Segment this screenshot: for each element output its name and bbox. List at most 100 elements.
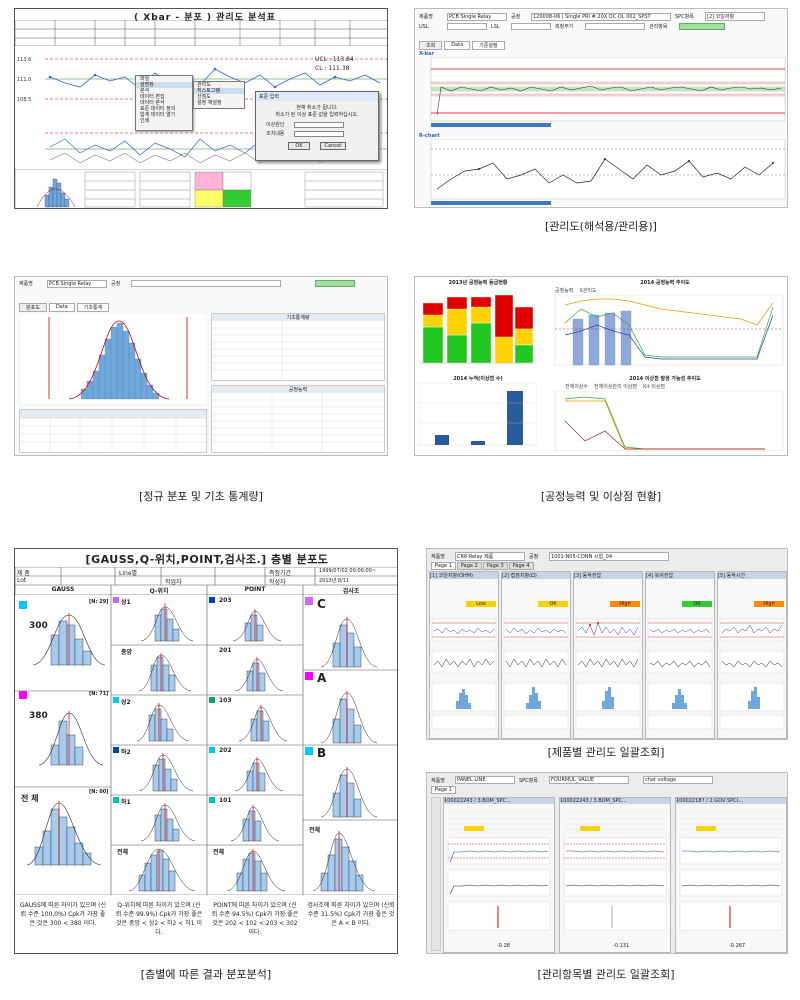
column-header: 검사조	[342, 588, 360, 595]
section-label: R-chart	[419, 133, 440, 139]
tab-standard[interactable]: 기준설정	[472, 41, 505, 50]
xbar-analysis-panel: ( Xbar - 분포 ) 관리도 분석표 113.6 111.0 108.5 UC…	[14, 8, 388, 209]
xbar-bottom-tables	[15, 169, 387, 208]
spec-table	[19, 409, 207, 453]
submenu-item[interactable]: 관리도	[197, 82, 211, 88]
submenu-item[interactable]: 히스토그램	[194, 88, 244, 94]
spc-card[interactable]: 100022187 / 2.GOV SPCI...	[675, 797, 787, 953]
tab-basic-stats[interactable]: 기초통계	[76, 303, 110, 312]
header-key: 관리항목	[649, 24, 668, 30]
card-value: -0.131	[613, 943, 630, 949]
action-input[interactable]	[294, 130, 344, 137]
spc-card[interactable]: [3] 동작전압 High	[573, 571, 643, 739]
cell-label: 101	[219, 797, 232, 804]
menu-item[interactable]: 파일	[140, 76, 150, 82]
spc-item-field[interactable]: FOURMUL_VALUE	[549, 776, 629, 784]
header-cell: 작성자	[269, 579, 286, 586]
cell-label: 전체	[213, 849, 225, 856]
cell-label: 하1	[121, 799, 131, 806]
submenu-item[interactable]: 설정 재설정	[197, 100, 222, 106]
card-title: [1] 코일저항(OHM)	[430, 572, 498, 579]
cell-label: C	[317, 597, 326, 611]
card-status: High	[610, 601, 640, 607]
tab-page-4[interactable]: Page 4	[508, 562, 534, 570]
xbar-control-chart	[430, 57, 786, 127]
item-field[interactable]: chat voltage	[643, 776, 713, 784]
ucl-label: UCL : 113.84	[315, 56, 354, 63]
process-field[interactable]: 120008-06 | Single PRI # 20X OC OL 002_S…	[531, 12, 671, 21]
card-title: 100022187 / 2.GOV SPCI...	[676, 798, 786, 804]
cancel-button[interactable]: Cancel	[320, 142, 346, 150]
spc-card[interactable]: [2] 접점저항(Ω) OK	[501, 571, 571, 739]
cell-label: 전 체	[21, 794, 39, 803]
cell-count: [N: 71]	[89, 691, 109, 697]
status-badge	[679, 23, 725, 30]
tab-page-3[interactable]: Page 3	[482, 562, 508, 570]
spc-card[interactable]: [4] 복귀전압 OK	[645, 571, 715, 739]
conclusion-text: Q-위치에 따른 차이가 있으며 (신뢰 수준 99.9%) Cpk가 가장 좋…	[115, 902, 203, 936]
control-chart-panel: 제품명 PCB Single Relay 공정 120008-06 | Sing…	[414, 8, 788, 208]
card-value: -0.28	[497, 943, 510, 949]
tab-page-2[interactable]: Page 2	[456, 562, 482, 570]
menu-item[interactable]: 합계 데이터 열기	[140, 112, 176, 118]
caption: [관리항목별 관리도 일괄조회]	[537, 968, 675, 981]
svg-text:113.6: 113.6	[17, 57, 31, 63]
period-field[interactable]	[585, 23, 645, 30]
tab-data[interactable]: Data	[48, 303, 75, 312]
cell-label: 하2	[121, 749, 131, 756]
cell-label: 300	[29, 621, 48, 631]
tab-distribution[interactable]: 분포도	[19, 303, 47, 312]
stratified-header-grid	[15, 567, 397, 595]
cause-input[interactable]	[294, 121, 344, 128]
tab-data[interactable]: Data	[444, 41, 471, 50]
spc-card[interactable]: [1] 코일저항(OHM) Low	[429, 571, 499, 739]
product-field[interactable]: CR6 Relay 제품	[455, 552, 525, 561]
standard-input-dialog: 표준 입력 현재 취소가 됩니다. 취소가 된 이상 표준 값을 입력하십시오.…	[255, 91, 379, 161]
menu-item[interactable]: 데이터 분석	[140, 100, 165, 106]
menu-item[interactable]: 인쇄	[140, 118, 150, 124]
tab-query[interactable]: 조회	[419, 41, 443, 50]
anomaly-count-bars	[419, 383, 537, 446]
spc-card[interactable]: 100022243 / 3.BOM_SPC...	[443, 797, 555, 953]
p2-header: 제품명 PCB Single Relay 공정 120008-06 | Sing…	[419, 12, 785, 42]
legend-item: 전체이상수	[565, 384, 589, 390]
header-cell: Lot	[17, 577, 27, 584]
conclusion-text: GAUSS에 따른 차이가 있으며 (신뢰 수준 100.0%) Cpk가 가장…	[20, 902, 106, 927]
tab-page-1[interactable]: Page 1	[431, 786, 456, 794]
context-menu[interactable]: 파일 설명창 분석 데이터 편집 데이터 분석 표준 데이터 정의 합계 데이터…	[135, 75, 193, 131]
cell-label: 202	[219, 747, 232, 754]
submenu-item[interactable]: 산점도	[197, 94, 211, 100]
header-key: SPC항목	[675, 14, 694, 20]
product-field[interactable]: PCB Single Relay	[447, 12, 507, 21]
menu-item[interactable]: 분석	[140, 88, 150, 94]
caption: [층별에 따른 결과 분포분석]	[140, 968, 272, 981]
tab-page-1[interactable]: Page 1	[431, 562, 456, 570]
stats-title: 기초통계량	[212, 314, 384, 321]
ok-button[interactable]: OK	[288, 142, 310, 150]
product-batch-panel: 제품명 CR6 Relay 제품 공정 1001-N05-CONN 시험_04 …	[426, 548, 788, 740]
r-control-chart	[430, 139, 786, 205]
header-cell: 2013년 8/11	[319, 578, 350, 584]
lsl-field[interactable]	[511, 23, 551, 30]
legend-item: Kit 이상점	[643, 384, 666, 390]
menu-item[interactable]: 표준 데이터 정의	[140, 106, 176, 112]
capability-grid	[212, 393, 384, 453]
process-title: 공정능력	[212, 386, 384, 393]
context-submenu[interactable]: 관리도 히스토그램 산점도 설정 재설정	[193, 81, 245, 109]
header-key: 공정	[111, 281, 121, 287]
stratified-title: [GAUSS,Q-위치,POINT,검사조.] 층별 분포도	[85, 553, 329, 566]
product-field[interactable]: PCB Single Relay	[47, 280, 107, 288]
spc-card[interactable]: [5] 동작시간 High	[717, 571, 787, 739]
product-field[interactable]: PANEL LINE	[455, 776, 515, 784]
column-header: POINT	[244, 586, 266, 593]
usl-field[interactable]	[447, 23, 487, 30]
header-key: LSL	[491, 23, 500, 30]
process-field[interactable]	[131, 280, 281, 287]
header-cell: 1999/07/02 00:00:00~	[319, 568, 377, 574]
menu-item[interactable]: 설명창	[136, 82, 192, 88]
process-field[interactable]: 1001-N05-CONN 시험_04	[549, 552, 669, 561]
spc-card[interactable]: 100022243 / 3.BOM_SPC...	[559, 797, 671, 953]
cell-label: 전체	[309, 827, 321, 834]
menu-item[interactable]: 데이터 편집	[140, 94, 165, 100]
spc-item-field[interactable]: [2] 코일저항	[705, 12, 765, 21]
